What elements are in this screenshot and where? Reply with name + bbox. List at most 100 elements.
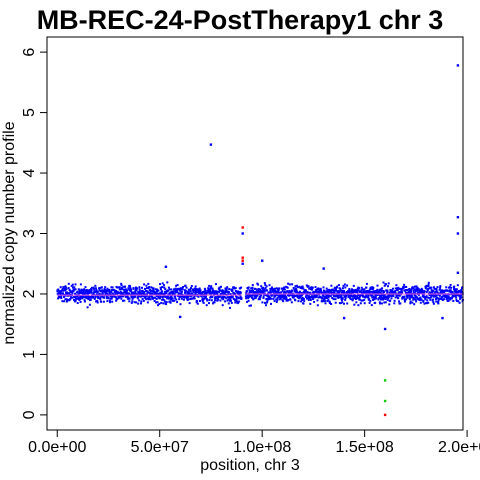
data-point xyxy=(130,296,133,298)
data-point xyxy=(430,289,433,292)
data-point xyxy=(412,297,415,300)
data-point xyxy=(138,290,141,293)
data-point xyxy=(134,295,137,298)
data-point xyxy=(419,296,422,299)
data-point xyxy=(239,294,242,297)
data-point xyxy=(136,297,139,300)
data-point xyxy=(104,289,107,291)
data-point xyxy=(372,295,375,298)
data-point xyxy=(219,295,221,298)
data-point xyxy=(96,290,99,293)
data-point xyxy=(334,301,337,304)
outlier-point xyxy=(383,399,387,403)
data-point xyxy=(264,294,267,297)
data-point xyxy=(186,292,189,295)
data-point xyxy=(265,304,267,307)
data-point xyxy=(382,281,385,284)
data-point xyxy=(357,296,360,299)
data-point xyxy=(391,289,394,292)
data-point xyxy=(217,298,220,301)
data-point xyxy=(102,300,105,303)
data-point xyxy=(92,296,94,299)
data-point xyxy=(440,298,443,301)
data-point xyxy=(108,299,111,302)
data-point xyxy=(238,300,241,303)
data-point xyxy=(437,293,440,296)
data-point xyxy=(120,284,123,287)
data-point xyxy=(336,285,339,288)
data-point xyxy=(77,288,80,291)
data-point xyxy=(99,298,102,300)
data-point xyxy=(305,284,308,287)
data-point xyxy=(74,292,77,295)
data-point xyxy=(212,291,215,294)
data-point xyxy=(234,287,237,290)
data-point xyxy=(114,293,117,296)
data-point xyxy=(436,296,439,299)
data-point xyxy=(122,295,125,298)
data-point xyxy=(351,295,354,298)
data-point xyxy=(306,297,308,300)
data-point xyxy=(389,299,392,302)
data-point xyxy=(167,286,170,289)
data-point xyxy=(409,291,412,294)
data-point xyxy=(225,288,228,291)
data-point xyxy=(297,300,300,303)
data-point xyxy=(437,299,440,302)
data-point xyxy=(276,293,279,296)
data-point xyxy=(342,284,345,287)
data-point xyxy=(133,293,136,295)
data-point xyxy=(269,296,272,299)
data-point xyxy=(73,298,75,301)
data-point xyxy=(257,298,260,301)
data-point xyxy=(149,289,152,292)
data-point xyxy=(63,287,66,290)
data-point xyxy=(356,291,359,294)
data-point xyxy=(203,287,206,290)
data-point xyxy=(328,294,331,297)
data-point xyxy=(352,290,355,293)
data-point xyxy=(439,285,442,288)
data-point xyxy=(231,296,234,299)
data-point xyxy=(271,293,274,296)
data-point xyxy=(387,285,389,288)
data-point xyxy=(392,294,395,297)
data-point xyxy=(272,297,275,300)
data-point xyxy=(340,295,343,298)
data-point xyxy=(455,296,458,299)
data-point xyxy=(270,302,272,305)
data-point xyxy=(245,291,248,294)
data-point xyxy=(234,290,237,292)
data-point xyxy=(159,283,161,286)
data-point xyxy=(172,292,175,295)
data-point xyxy=(237,291,240,294)
data-point xyxy=(245,297,248,300)
data-point xyxy=(425,295,428,298)
data-point xyxy=(299,295,302,298)
data-point xyxy=(97,297,100,300)
data-point xyxy=(453,290,456,292)
data-point xyxy=(296,294,299,297)
data-point xyxy=(83,299,86,302)
data-point xyxy=(329,295,332,298)
data-point xyxy=(291,289,293,292)
data-point xyxy=(419,292,422,295)
data-point xyxy=(277,290,280,293)
data-point xyxy=(220,285,222,288)
data-point xyxy=(324,302,327,305)
data-point xyxy=(90,291,93,294)
data-point xyxy=(449,289,452,292)
data-point xyxy=(82,290,85,293)
data-point xyxy=(263,288,266,291)
data-point xyxy=(382,292,385,295)
data-point xyxy=(215,296,218,299)
data-point xyxy=(285,297,288,300)
data-point xyxy=(445,286,448,289)
data-point xyxy=(187,295,190,298)
data-point xyxy=(383,301,386,304)
data-point xyxy=(368,298,371,301)
data-point xyxy=(76,290,79,293)
data-point xyxy=(391,291,394,294)
data-point xyxy=(100,300,103,303)
